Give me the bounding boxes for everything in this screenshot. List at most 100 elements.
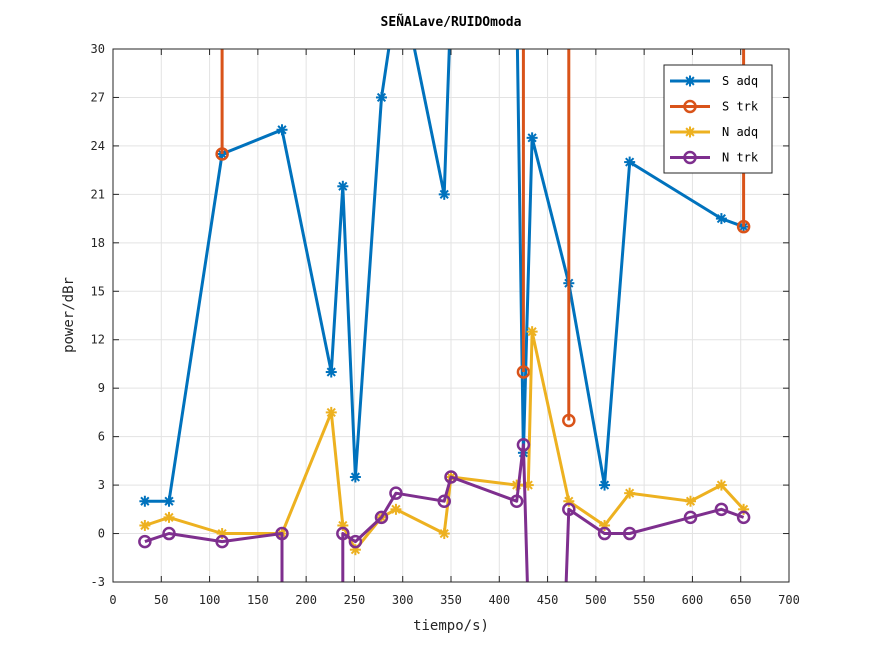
data-point-n-trk (215, 534, 229, 549)
data-point-n-adq (390, 503, 402, 515)
data-point-n-adq (438, 528, 450, 540)
data-point-s-adq (163, 495, 175, 507)
legend-marker (683, 150, 697, 165)
data-point-n-trk (437, 494, 451, 508)
y-tick-label: 30 (91, 42, 105, 56)
series-n-trk (138, 437, 751, 582)
marker-stroke (350, 472, 360, 482)
data-point-s-adq (624, 156, 636, 168)
legend-entry-s-adq: S adq (670, 74, 758, 88)
x-tick-label: 0 (109, 593, 116, 607)
data-point-s-adq (526, 132, 538, 144)
marker-stroke (326, 407, 336, 418)
x-tick-label: 300 (392, 593, 414, 607)
data-point-n-trk (138, 534, 152, 549)
data-point-n-trk (736, 510, 751, 525)
data-point-n-trk (348, 534, 363, 549)
data-point-s-adq (325, 366, 337, 378)
series-line-n-trk (564, 507, 745, 582)
marker-stroke (439, 528, 449, 539)
data-point-n-adq (715, 479, 727, 491)
marker-stroke (685, 496, 696, 506)
data-point-n-adq (325, 406, 337, 418)
marker-stroke (625, 488, 635, 498)
data-point-n-adq (526, 326, 538, 338)
data-point-s-trk (562, 413, 576, 428)
marker-stroke (326, 367, 336, 377)
marker-stroke (716, 480, 726, 490)
data-point-n-adq (684, 495, 696, 507)
data-point-n-trk (336, 526, 350, 541)
series-layer (138, 49, 751, 582)
x-tick-label: 50 (154, 593, 168, 607)
marker-stroke (599, 480, 610, 490)
legend-label: S adq (722, 74, 758, 88)
x-tick-label: 150 (247, 593, 269, 607)
y-tick-label: -3 (91, 575, 105, 589)
data-point-n-trk (389, 486, 403, 500)
data-point-n-adq (139, 519, 151, 531)
legend-entry-n-trk: N trk (670, 151, 759, 165)
y-tick-label: 0 (98, 527, 105, 541)
data-point-s-adq (337, 180, 349, 192)
y-tick-label: 12 (91, 333, 105, 347)
legend-entry-n-adq: N adq (670, 125, 758, 139)
marker-stroke (140, 520, 150, 531)
x-tick-label: 500 (585, 593, 607, 607)
marker-stroke (527, 327, 537, 337)
data-point-s-adq (599, 479, 611, 491)
series-line-n-trk (341, 443, 529, 582)
ticks: 0 50 100 150 200 250 300 350 400 450 500 550 600 650 7… (91, 42, 800, 607)
marker-stroke (625, 157, 635, 167)
data-point-n-trk (683, 510, 698, 525)
marker-stroke (164, 496, 174, 506)
x-axis-label: tiempo/s) (413, 618, 489, 634)
legend-label: S trk (722, 100, 759, 114)
y-tick-label: 9 (98, 381, 105, 395)
data-point-s-trk (516, 365, 531, 379)
x-tick-label: 650 (730, 593, 752, 607)
data-point-s-adq (276, 124, 288, 136)
data-point-n-trk (597, 526, 612, 541)
x-tick-label: 400 (488, 593, 510, 607)
marker-stroke (164, 512, 174, 522)
y-tick-label: 15 (91, 284, 105, 298)
data-point-n-trk (444, 470, 458, 484)
x-tick-label: 200 (295, 593, 317, 607)
data-point-n-trk (622, 526, 637, 541)
y-tick-label: 21 (91, 187, 105, 201)
data-point-s-adq (139, 495, 151, 507)
chart-title: SEÑALave/RUIDOmoda (381, 14, 522, 30)
x-tick-label: 450 (537, 593, 559, 607)
series-line-n-trk (144, 532, 284, 582)
data-point-s-trk (736, 219, 751, 234)
y-tick-label: 18 (91, 236, 105, 250)
data-point-s-adq (438, 188, 450, 200)
marker-stroke (376, 92, 387, 103)
data-point-n-trk (509, 494, 524, 508)
data-point-n-adq (163, 511, 175, 523)
legend-marker (684, 126, 696, 138)
data-point-n-adq (624, 487, 636, 499)
data-point-s-trk (215, 147, 229, 161)
data-point-n-trk (714, 502, 729, 517)
legend-marker (684, 75, 696, 87)
data-point-n-trk (516, 437, 531, 452)
data-point-n-trk (374, 510, 389, 525)
data-point-n-trk (275, 526, 289, 541)
marker-stroke (685, 127, 695, 137)
legend: S adq S trk N adq N trk (663, 64, 773, 174)
marker-stroke (439, 189, 449, 199)
marker-stroke (391, 504, 401, 514)
data-point-n-trk (562, 502, 576, 517)
data-point-s-adq (715, 213, 727, 225)
marker-stroke (140, 496, 150, 506)
marker-stroke (685, 76, 695, 86)
x-tick-label: 350 (440, 593, 462, 607)
legend-entry-s-trk: S trk (670, 100, 759, 114)
legend-box (663, 64, 773, 174)
y-tick-label: 27 (91, 90, 105, 104)
legend-label: N adq (722, 125, 758, 139)
x-tick-label: 700 (778, 593, 800, 607)
